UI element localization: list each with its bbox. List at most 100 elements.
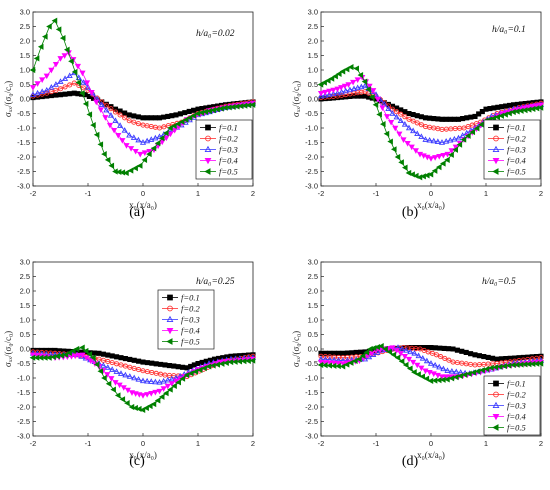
data-point xyxy=(183,372,190,379)
y-tick-label: 2.5 xyxy=(20,272,30,281)
x-axis-label: x₀(x/a₀) xyxy=(129,200,157,210)
data-point xyxy=(112,117,119,123)
data-point xyxy=(388,119,395,126)
data-point xyxy=(90,122,96,129)
legend-entry: f=0.5 xyxy=(219,167,238,177)
data-point xyxy=(435,116,441,122)
data-point xyxy=(101,151,107,158)
data-point xyxy=(164,383,171,390)
y-tick-label: -3.0 xyxy=(305,182,318,191)
data-point xyxy=(43,73,50,80)
legend-entry: f=0.2 xyxy=(219,134,238,144)
data-point xyxy=(408,144,415,151)
data-point xyxy=(206,107,213,115)
data-point xyxy=(108,376,115,382)
data-point xyxy=(167,124,173,132)
data-point xyxy=(57,78,64,84)
y-tick-label: -0.5 xyxy=(305,109,318,118)
legend-marker xyxy=(205,124,211,131)
legend-marker xyxy=(492,158,500,165)
data-point xyxy=(412,172,419,179)
series-5 xyxy=(317,343,544,384)
data-point xyxy=(386,348,392,355)
y-tick-label: 0.5 xyxy=(20,80,30,89)
data-point xyxy=(163,130,169,137)
data-point xyxy=(438,374,446,380)
panel-annotation: h/a₀=0.5 xyxy=(482,277,516,287)
data-point xyxy=(359,352,366,359)
data-point xyxy=(223,359,229,366)
data-point xyxy=(473,125,480,132)
data-point xyxy=(453,368,460,375)
data-point xyxy=(451,116,457,122)
data-point xyxy=(88,89,95,96)
data-point xyxy=(440,160,446,167)
data-point xyxy=(347,359,354,366)
data-point xyxy=(198,109,205,116)
data-point xyxy=(346,86,353,93)
data-point xyxy=(167,386,173,393)
data-point xyxy=(126,373,133,379)
data-point xyxy=(326,360,333,366)
data-point xyxy=(152,378,159,385)
data-point xyxy=(324,77,331,84)
data-point xyxy=(156,125,163,131)
data-point xyxy=(165,113,171,119)
legend-entry: f=0.3 xyxy=(507,401,526,411)
x-tick-label: -2 xyxy=(318,189,325,198)
data-point xyxy=(97,107,104,113)
data-point xyxy=(538,355,544,361)
data-point xyxy=(186,114,193,121)
data-point xyxy=(448,151,454,158)
x-tick-label: 0 xyxy=(429,439,433,448)
data-point xyxy=(478,121,484,128)
data-point xyxy=(153,361,159,367)
data-point xyxy=(372,91,380,97)
data-point xyxy=(100,362,107,368)
legend-entry: f=0.1 xyxy=(219,123,238,133)
data-point xyxy=(80,79,87,85)
x-tick-label: 2 xyxy=(539,439,543,448)
y-tick-label: -2.0 xyxy=(17,403,30,412)
data-point xyxy=(136,162,143,169)
data-point xyxy=(51,17,58,24)
legend-marker xyxy=(204,145,212,152)
legend-marker xyxy=(493,391,499,398)
data-point xyxy=(79,70,86,77)
data-point xyxy=(418,122,424,128)
data-point xyxy=(440,365,447,372)
legend-entry: f=0.2 xyxy=(181,304,200,314)
legend-entry: f=0.2 xyxy=(507,390,526,400)
data-point xyxy=(102,115,109,121)
y-tick-label: 2.5 xyxy=(308,272,318,281)
data-point xyxy=(410,118,416,124)
x-tick-label: -2 xyxy=(318,439,325,448)
data-point xyxy=(494,113,501,121)
data-point xyxy=(405,169,412,177)
data-point xyxy=(186,108,192,115)
y-tick-label: -3.0 xyxy=(17,432,30,441)
y-tick-label: 3.0 xyxy=(308,258,318,267)
y-tick-label: 2.0 xyxy=(308,37,318,46)
data-point xyxy=(126,118,132,124)
data-point xyxy=(210,107,216,114)
data-point xyxy=(414,130,421,137)
y-tick-label: -2.5 xyxy=(17,167,30,176)
data-point xyxy=(460,136,467,143)
data-point xyxy=(537,360,544,367)
data-point xyxy=(171,122,177,130)
x-tick-label: 2 xyxy=(251,439,255,448)
legend-entry: f=0.3 xyxy=(507,145,526,155)
data-point xyxy=(317,92,325,99)
data-point xyxy=(136,367,142,373)
data-point xyxy=(57,92,64,98)
y-tick-label: -2.0 xyxy=(17,153,30,162)
data-point xyxy=(404,140,411,147)
x-tick-label: -1 xyxy=(373,439,380,448)
data-point xyxy=(376,111,382,118)
legend-marker xyxy=(167,305,173,312)
data-point xyxy=(411,369,417,376)
data-point xyxy=(71,80,77,86)
panel-caption: (d) xyxy=(402,454,419,469)
